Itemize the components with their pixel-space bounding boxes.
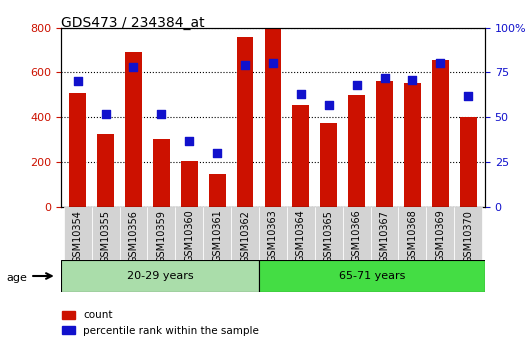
Text: GSM10361: GSM10361	[212, 210, 222, 263]
Bar	[92, 207, 120, 260]
Bar	[287, 207, 315, 260]
Bar	[293, 105, 309, 207]
Bar	[181, 161, 198, 207]
Text: GSM10362: GSM10362	[240, 210, 250, 263]
Bar	[259, 207, 287, 260]
Bar	[454, 207, 482, 260]
Legend: count, percentile rank within the sample: count, percentile rank within the sample	[58, 306, 263, 340]
Text: GSM10366: GSM10366	[351, 210, 361, 263]
Point	[324, 102, 333, 108]
Point	[464, 93, 472, 99]
Bar	[231, 207, 259, 260]
Point	[101, 111, 110, 117]
Bar	[97, 134, 114, 207]
Bar	[348, 95, 365, 207]
Bar	[203, 207, 231, 260]
Bar	[259, 260, 485, 292]
Bar	[264, 29, 281, 207]
Point	[241, 62, 249, 68]
Bar	[315, 207, 343, 260]
Text: GSM10364: GSM10364	[296, 210, 306, 263]
Text: GDS473 / 234384_at: GDS473 / 234384_at	[61, 16, 205, 30]
Bar	[120, 207, 147, 260]
Text: GSM10368: GSM10368	[408, 210, 418, 263]
Bar	[370, 207, 399, 260]
Bar	[376, 81, 393, 207]
Text: 65-71 years: 65-71 years	[339, 271, 405, 281]
Text: GSM10356: GSM10356	[128, 210, 138, 263]
Point	[74, 79, 82, 84]
Text: GSM10355: GSM10355	[101, 210, 111, 263]
Text: 20-29 years: 20-29 years	[127, 271, 193, 281]
Bar	[460, 117, 476, 207]
Point	[436, 61, 445, 66]
Text: GSM10367: GSM10367	[379, 210, 390, 263]
Text: GSM10370: GSM10370	[463, 210, 473, 263]
Bar	[343, 207, 370, 260]
Text: GSM10354: GSM10354	[73, 210, 83, 263]
Point	[381, 75, 389, 81]
Point	[352, 82, 361, 88]
Bar	[399, 207, 426, 260]
Bar	[209, 174, 226, 207]
Point	[185, 138, 193, 144]
Bar	[147, 207, 175, 260]
Bar	[61, 260, 259, 292]
Text: GSM10360: GSM10360	[184, 210, 195, 263]
Bar	[64, 207, 92, 260]
Text: GSM10369: GSM10369	[435, 210, 445, 263]
Bar	[426, 207, 454, 260]
Bar	[320, 123, 337, 207]
Bar	[175, 207, 203, 260]
Bar	[125, 52, 142, 207]
Bar	[153, 139, 170, 207]
Text: age: age	[6, 273, 27, 283]
Text: GSM10365: GSM10365	[324, 210, 334, 263]
Point	[157, 111, 165, 117]
Bar	[69, 92, 86, 207]
Point	[269, 61, 277, 66]
Point	[213, 150, 222, 156]
Bar	[432, 60, 449, 207]
Point	[129, 64, 138, 70]
Text: GSM10363: GSM10363	[268, 210, 278, 263]
Bar	[404, 82, 421, 207]
Point	[408, 77, 417, 82]
Text: GSM10359: GSM10359	[156, 210, 166, 263]
Point	[297, 91, 305, 97]
Bar	[237, 37, 253, 207]
